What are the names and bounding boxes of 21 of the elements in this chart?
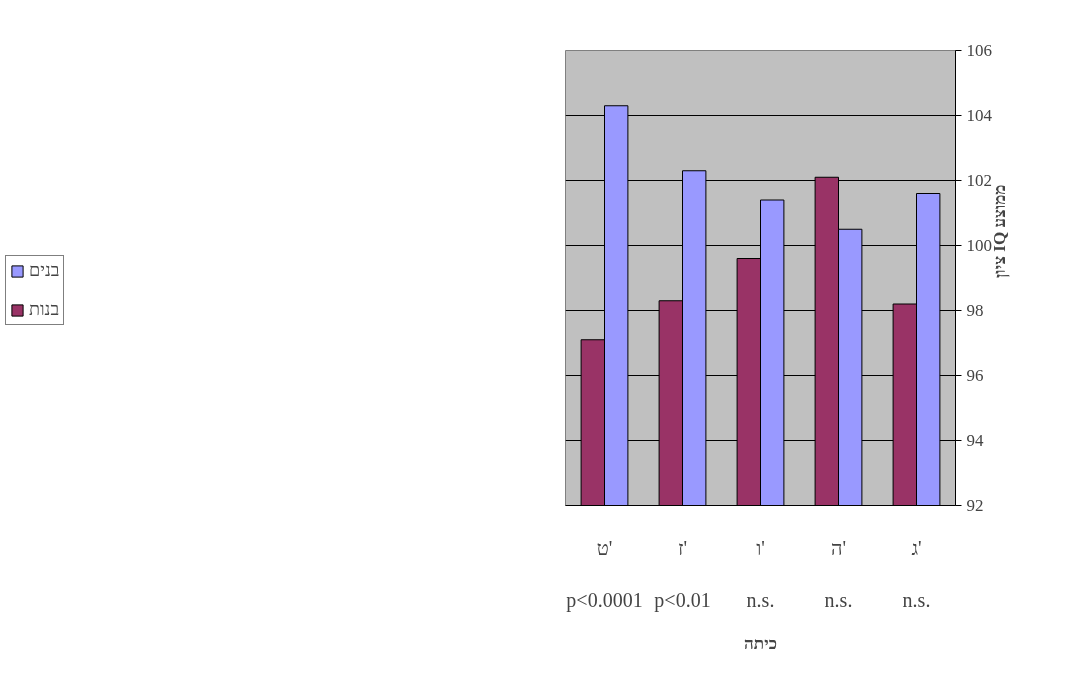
- y-tick-label: 98: [966, 301, 984, 320]
- x-tick-label: ה': [830, 536, 847, 559]
- y-tick-label: 92: [966, 496, 984, 515]
- text: p<0.01: [654, 589, 711, 613]
- text: n.s.: [746, 589, 775, 612]
- y-tick-label: 94: [966, 431, 984, 450]
- x-tick-label: ו': [756, 536, 765, 559]
- text: n.s.: [902, 589, 931, 612]
- text: n.s.: [824, 589, 853, 612]
- legend-label: בנים: [29, 260, 60, 281]
- y-tick-label: 104: [966, 106, 993, 125]
- text: p<0.0001: [566, 589, 643, 613]
- y-tick-label: 100: [966, 236, 992, 255]
- y-tick-label: 96: [966, 366, 984, 385]
- y-tick-label: 106: [966, 41, 992, 60]
- x-tick-label: ג': [911, 536, 922, 559]
- x-tick-label: ז': [677, 536, 688, 559]
- legend-label: בנות: [29, 299, 60, 320]
- x-axis-title: כיתה: [744, 634, 777, 654]
- y-tick-label: 102: [966, 171, 992, 190]
- x-tick-label: ט': [596, 536, 613, 559]
